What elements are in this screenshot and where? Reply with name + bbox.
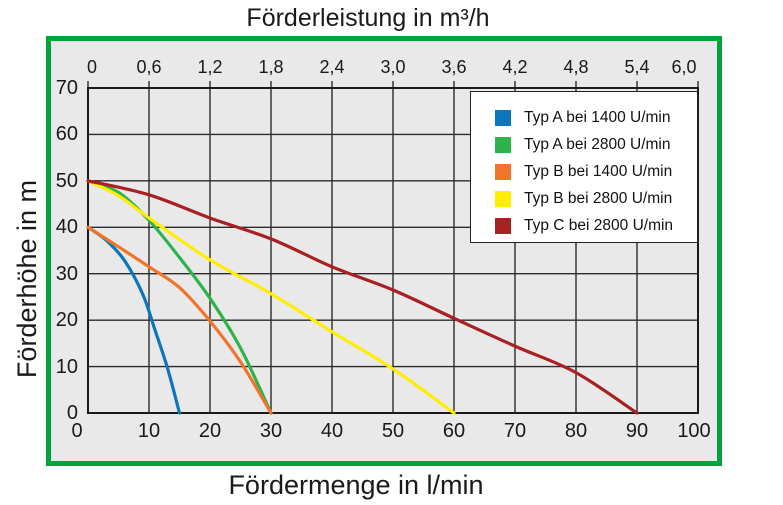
x-axis-label: Fördermenge in l/min xyxy=(228,470,484,500)
x-axis-tick: 0 xyxy=(71,420,83,442)
x-axis-tick: 40 xyxy=(320,420,344,442)
x-axis-tick: 20 xyxy=(198,420,222,442)
x2-axis-tick: 3,0 xyxy=(380,57,406,77)
x2-axis-tick: 1,8 xyxy=(258,57,284,77)
x2-axis-tick: 0,6 xyxy=(136,57,162,77)
legend-label: Typ A bei 2800 U/min xyxy=(524,135,671,153)
y-axis-tick: 40 xyxy=(55,216,78,238)
legend-label: Typ B bei 2800 U/min xyxy=(524,189,673,207)
y-axis-tick: 10 xyxy=(55,356,78,378)
legend-item: Typ B bei 2800 U/min xyxy=(471,185,697,212)
legend: Typ A bei 1400 U/min Typ A bei 2800 U/mi… xyxy=(470,91,698,243)
x-axis-tick: 30 xyxy=(259,420,283,442)
legend-item: Typ B bei 1400 U/min xyxy=(471,158,697,185)
x-axis-tick: 100 xyxy=(677,420,711,442)
top-axis-title: Förderleistung in m³/h xyxy=(246,4,490,32)
legend-swatch xyxy=(495,190,511,207)
y-axis-tick: 0 xyxy=(66,402,78,424)
y-axis-label: Förderhöhe in m xyxy=(12,179,42,379)
x-axis-tick: 80 xyxy=(564,420,588,442)
legend-label: Typ A bei 1400 U/min xyxy=(524,108,671,126)
y-axis-tick: 20 xyxy=(55,309,78,331)
x-axis-tick: 10 xyxy=(137,420,161,442)
x-axis-tick: 90 xyxy=(625,420,649,442)
x-axis-tick: 50 xyxy=(381,420,405,442)
x2-axis-tick: 4,8 xyxy=(563,57,589,77)
y-axis-tick: 60 xyxy=(55,123,78,145)
legend-swatch xyxy=(495,217,511,234)
legend-item: Typ A bei 2800 U/min xyxy=(471,131,697,158)
y-axis-tick: 30 xyxy=(55,263,78,285)
y-axis-tick: 70 xyxy=(55,77,78,99)
x2-axis-tick: 3,6 xyxy=(441,57,467,77)
x-axis-tick: 60 xyxy=(442,420,466,442)
x2-axis-tick: 2,4 xyxy=(319,57,345,77)
legend-item: Typ A bei 1400 U/min xyxy=(471,104,697,131)
x2-axis-tick: 1,2 xyxy=(197,57,223,77)
legend-label: Typ C bei 2800 U/min xyxy=(524,216,674,234)
y-axis-tick: 50 xyxy=(55,170,78,192)
legend-swatch xyxy=(495,163,511,180)
x2-axis-tick: 6,0 xyxy=(671,57,697,77)
x2-axis-tick: 5,4 xyxy=(624,57,650,77)
legend-label: Typ B bei 1400 U/min xyxy=(524,162,673,180)
legend-swatch xyxy=(495,136,511,153)
x-axis-tick: 70 xyxy=(503,420,527,442)
x2-axis-tick: 4,2 xyxy=(502,57,528,77)
x2-axis-tick: 0 xyxy=(86,57,97,77)
legend-item: Typ C bei 2800 U/min xyxy=(471,212,697,239)
legend-swatch xyxy=(495,109,511,126)
